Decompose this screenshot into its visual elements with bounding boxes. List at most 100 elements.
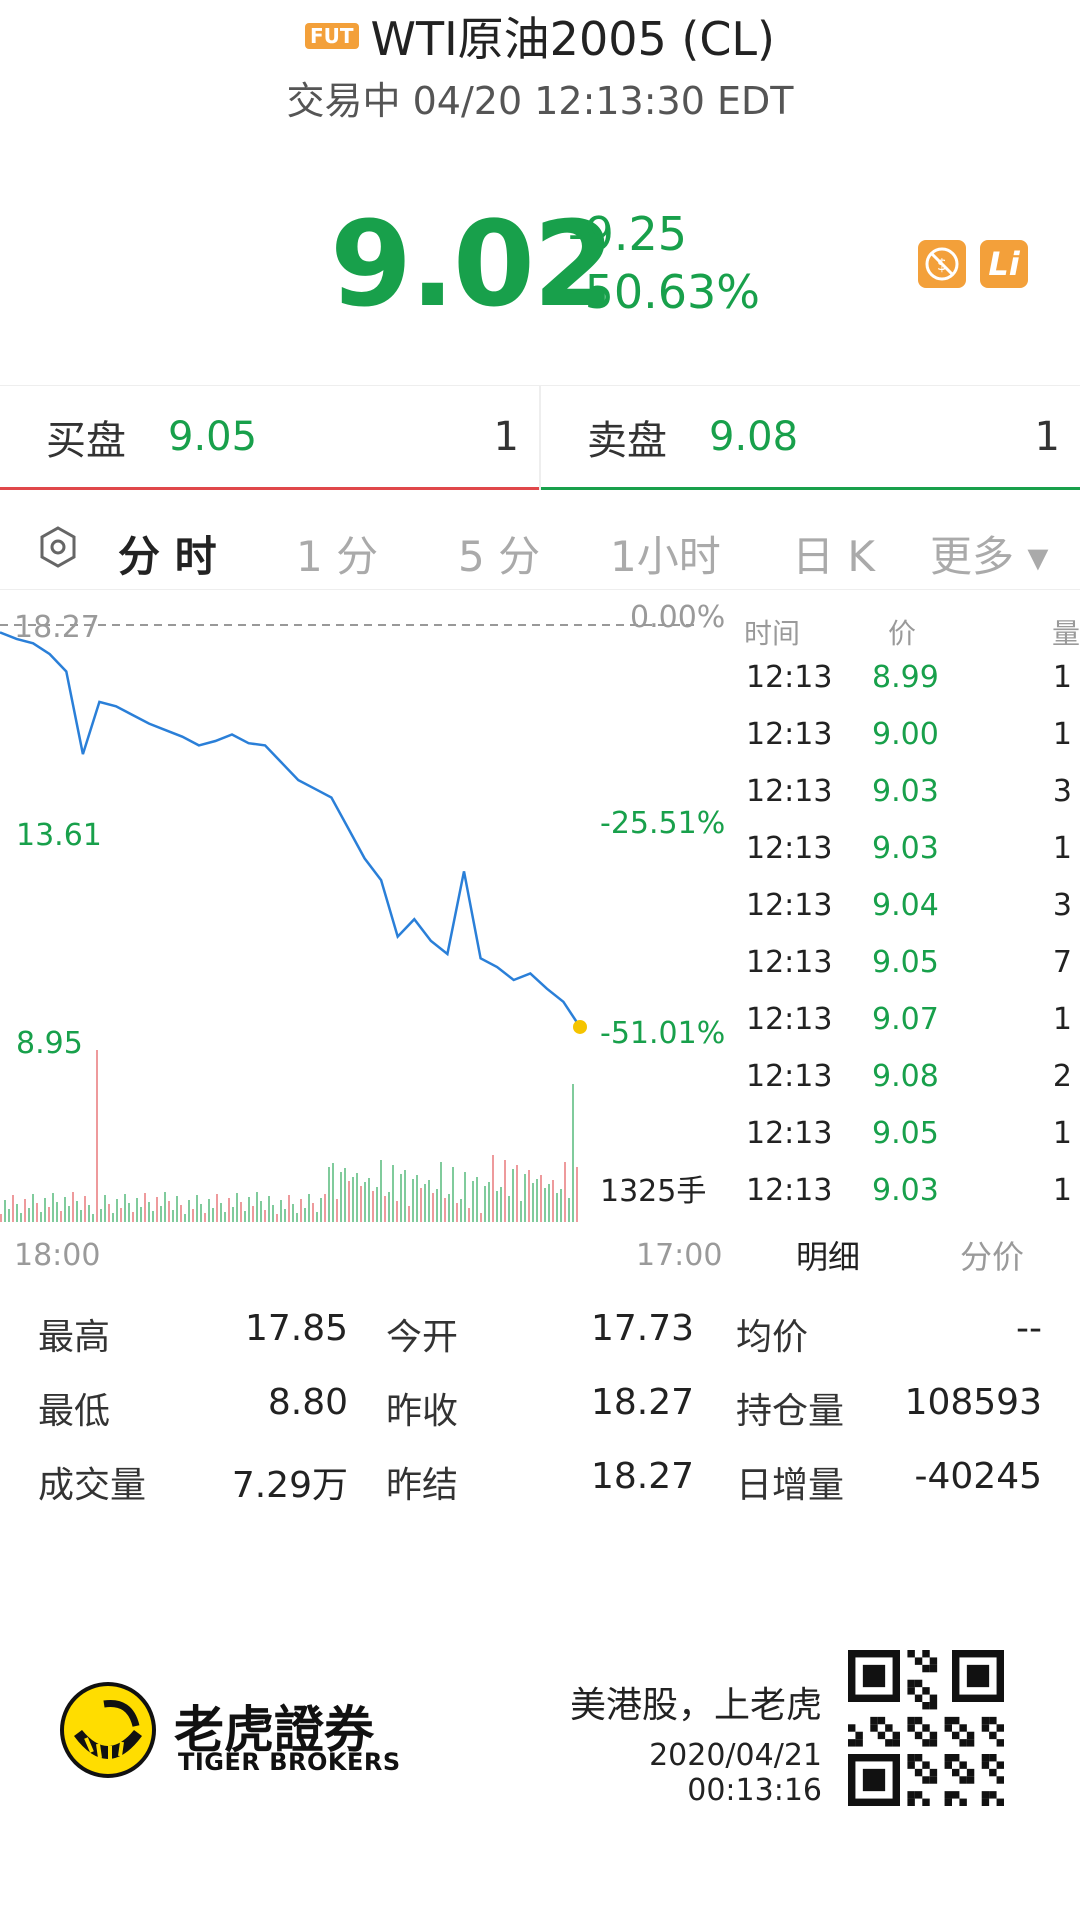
tick-time: 12:13	[746, 660, 833, 695]
tick-qty: 7	[1052, 945, 1072, 980]
bid-qty: 1	[493, 413, 519, 460]
volume-bar	[436, 1189, 438, 1222]
volume-bar	[568, 1198, 570, 1222]
volume-bar	[228, 1198, 230, 1222]
ask-price: 9.08	[709, 413, 799, 460]
volume-bar	[276, 1214, 278, 1222]
tab-5min[interactable]: 5 分	[458, 532, 541, 581]
volume-bar	[72, 1192, 74, 1222]
volume-bar	[404, 1170, 406, 1222]
volume-bar	[140, 1207, 142, 1222]
volume-bar	[256, 1192, 258, 1222]
volume-bar	[4, 1200, 6, 1222]
volume-bar	[312, 1203, 314, 1222]
volume-bar	[304, 1208, 306, 1222]
volume-bar	[576, 1167, 578, 1222]
tiger-logo-icon	[60, 1682, 156, 1778]
volume-bar	[184, 1214, 186, 1222]
volume-bar	[40, 1212, 42, 1222]
mid-price-label: 13.61	[16, 818, 102, 853]
ticks-header-price: 价	[888, 617, 917, 650]
level-one-badge[interactable]: Li	[980, 240, 1028, 288]
tab-1hour[interactable]: 1小时	[610, 532, 721, 581]
volume-bar	[112, 1213, 114, 1222]
stat-label: 今开	[386, 1317, 459, 1358]
stat-label: 持仓量	[736, 1391, 845, 1432]
tick-row: 12:13 8.99 1	[742, 660, 1072, 717]
tick-time: 12:13	[746, 717, 833, 752]
tab-daily-k[interactable]: 日 K	[792, 532, 875, 581]
volume-bar	[528, 1170, 530, 1222]
volume-bar	[564, 1162, 566, 1222]
volume-bar	[124, 1194, 126, 1222]
tab-price-distribution[interactable]: 分价	[960, 1238, 1025, 1276]
stat-value: 17.73	[590, 1308, 694, 1349]
tick-row: 12:13 9.07 1	[742, 1002, 1072, 1059]
tick-row: 12:13 9.04 3	[742, 888, 1072, 945]
intraday-chart[interactable]: 18.27 0.00% 13.61 -25.51% 8.95 -51.01% 1…	[0, 600, 728, 1273]
volume-bar	[292, 1204, 294, 1222]
tab-intraday[interactable]: 分 时	[118, 532, 217, 581]
tick-time: 12:13	[746, 774, 833, 809]
volume-bar	[224, 1212, 226, 1222]
volume-bar	[536, 1179, 538, 1222]
volume-bar	[428, 1180, 430, 1222]
tab-trade-detail[interactable]: 明细	[796, 1238, 861, 1276]
volume-bar	[244, 1211, 246, 1222]
ticks-header-time: 时间	[744, 617, 801, 650]
stat-value: 18.27	[590, 1456, 694, 1497]
tick-row: 12:13 9.03 1	[742, 831, 1072, 888]
stat-value: 7.29万	[231, 1465, 348, 1506]
volume-bar	[220, 1203, 222, 1222]
volume-bar	[420, 1188, 422, 1222]
volume-bar	[548, 1184, 550, 1222]
tick-qty: 3	[1052, 888, 1072, 923]
volume-bar	[468, 1208, 470, 1222]
volume-bar	[208, 1199, 210, 1222]
tick-time: 12:13	[746, 1173, 833, 1208]
volume-bar	[44, 1198, 46, 1222]
chart-settings-icon[interactable]	[36, 525, 80, 569]
volume-bar	[464, 1172, 466, 1222]
volume-bar	[252, 1206, 254, 1222]
tick-qty: 1	[1052, 831, 1072, 866]
volume-bar	[264, 1210, 266, 1222]
volume-bar	[204, 1213, 206, 1222]
volume-bar	[500, 1187, 502, 1222]
no-short-icon-glyph: $	[925, 247, 959, 281]
volume-bar	[128, 1203, 130, 1222]
volume-bar	[512, 1169, 514, 1222]
ticks-tabs: 明细 分价	[742, 1232, 1080, 1276]
stat-value: --	[1016, 1308, 1042, 1349]
ask-box[interactable]: 卖盘 9.08 1	[541, 386, 1080, 490]
volume-bar	[424, 1184, 426, 1222]
futures-badge: FUT	[304, 23, 359, 49]
tick-time: 12:13	[746, 1116, 833, 1151]
volume-bar	[56, 1202, 58, 1222]
tick-time: 12:13	[746, 888, 833, 923]
bid-box[interactable]: 买盘 9.05 1	[0, 386, 539, 490]
volume-bar	[156, 1197, 158, 1222]
tick-row: 12:13 9.05 1	[742, 1116, 1072, 1173]
tick-price: 9.00	[872, 717, 939, 752]
volume-bar	[36, 1203, 38, 1222]
tick-price: 8.99	[872, 660, 939, 695]
volume-bar	[392, 1165, 394, 1222]
volume-bar	[132, 1212, 134, 1222]
volume-bar	[324, 1194, 326, 1222]
price-line	[0, 631, 582, 1028]
tick-price: 9.03	[872, 1173, 939, 1208]
volume-bar	[144, 1193, 146, 1222]
last-price: 9.02	[330, 195, 615, 333]
volume-bar	[48, 1207, 50, 1222]
volume-bar	[216, 1194, 218, 1222]
share-timestamp: 2020/04/21 00:13:16	[649, 1738, 822, 1808]
tick-price: 9.04	[872, 888, 939, 923]
no-short-icon[interactable]: $	[918, 240, 966, 288]
stat-label: 最低	[38, 1391, 111, 1432]
stat-label: 均价	[736, 1317, 809, 1358]
ticks-header-qty: 量	[1051, 617, 1080, 650]
tab-more[interactable]: 更多 ▾	[930, 532, 1049, 581]
price-change-percent: -50.63%	[568, 265, 760, 319]
tab-1min[interactable]: 1 分	[296, 532, 379, 581]
